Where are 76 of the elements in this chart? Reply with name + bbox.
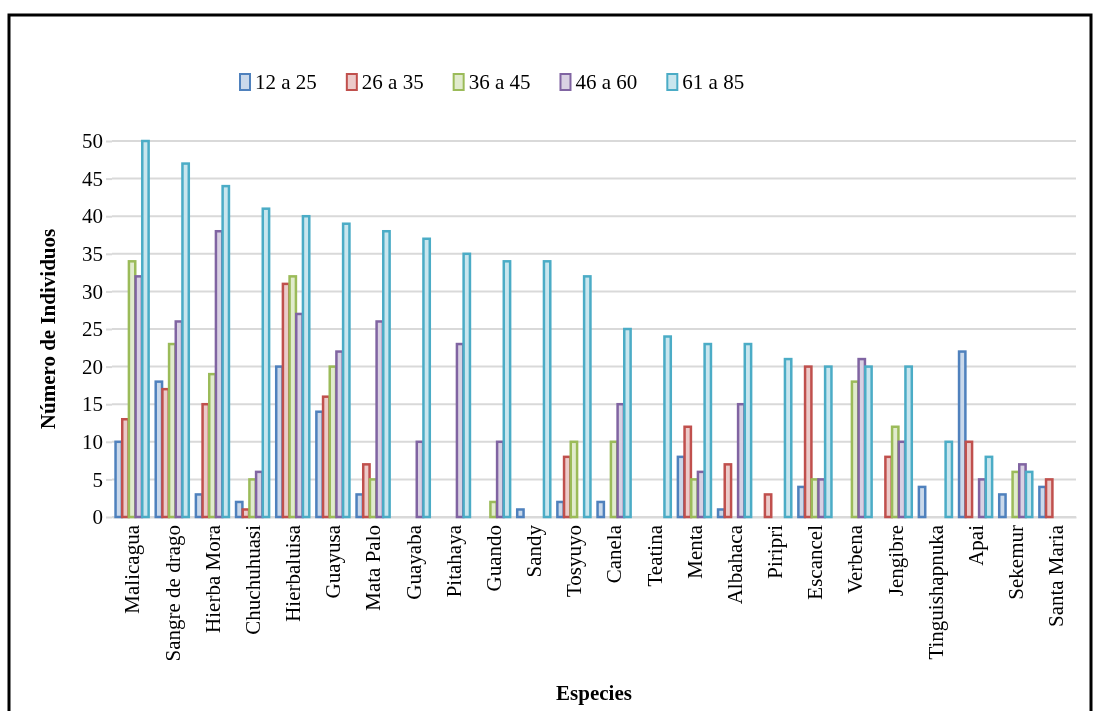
bar bbox=[341, 222, 351, 519]
y-axis-title: Número de Individuos bbox=[36, 228, 60, 430]
x-tick-label: Tosyuyo bbox=[562, 525, 587, 598]
y-tick-label: 30 bbox=[82, 279, 103, 304]
x-tick-label: Malicagua bbox=[120, 524, 145, 614]
bar bbox=[997, 493, 1007, 519]
bar bbox=[462, 252, 472, 519]
bar bbox=[683, 425, 693, 519]
bar bbox=[723, 463, 733, 519]
bar bbox=[964, 440, 974, 519]
x-tick-label: Albahaca bbox=[722, 524, 747, 605]
bar bbox=[783, 357, 793, 519]
x-tick-label: Verbena bbox=[843, 524, 868, 594]
legend-label: 12 a 25 bbox=[255, 70, 317, 94]
bar bbox=[569, 440, 579, 519]
x-tick-label: Piripri bbox=[763, 524, 788, 579]
legend-label: 36 a 45 bbox=[468, 70, 531, 94]
x-tick-label: Pitahaya bbox=[441, 524, 466, 598]
bar bbox=[623, 327, 632, 519]
bar bbox=[944, 440, 954, 519]
bar bbox=[596, 500, 606, 519]
x-tick-label: Canela bbox=[602, 524, 627, 584]
legend-label: 26 a 35 bbox=[361, 70, 424, 94]
y-tick-label: 15 bbox=[82, 392, 103, 417]
bar bbox=[1044, 478, 1054, 519]
bar bbox=[823, 365, 833, 519]
x-tick-label: Hierbaluisa bbox=[281, 524, 306, 622]
bar bbox=[703, 342, 713, 519]
y-tick-label: 20 bbox=[82, 354, 103, 379]
x-tick-label: Chuchuhuasi bbox=[240, 524, 265, 635]
y-tick-label: 10 bbox=[82, 430, 103, 455]
bar bbox=[917, 485, 927, 519]
bar bbox=[261, 207, 271, 519]
bar bbox=[1024, 470, 1034, 519]
bar bbox=[221, 184, 231, 519]
x-tick-label: Sandy bbox=[522, 524, 547, 578]
x-tick-label: Guando bbox=[481, 525, 506, 592]
y-tick-label: 0 bbox=[92, 505, 103, 530]
bar bbox=[382, 229, 391, 519]
legend-label: 46 a 60 bbox=[575, 70, 638, 94]
y-tick-label: 45 bbox=[82, 166, 103, 191]
y-tick-label: 40 bbox=[82, 204, 103, 229]
bar bbox=[582, 275, 592, 519]
bar bbox=[141, 139, 150, 519]
x-tick-label: Escancel bbox=[803, 524, 828, 600]
legend-label: 61 a 85 bbox=[682, 70, 745, 94]
bar bbox=[181, 162, 191, 519]
bar bbox=[515, 508, 525, 519]
bar bbox=[422, 237, 432, 519]
bar bbox=[743, 342, 753, 519]
x-tick-label: Guayaba bbox=[401, 524, 426, 600]
bar bbox=[984, 455, 994, 519]
x-tick-label: Guayusa bbox=[321, 524, 346, 599]
x-tick-label: Sangre de drago bbox=[160, 525, 185, 662]
x-tick-label: Santa Maria bbox=[1044, 524, 1069, 628]
y-tick-label: 25 bbox=[82, 317, 103, 342]
x-tick-label: Teatina bbox=[642, 524, 667, 587]
x-tick-label: Mata Palo bbox=[361, 525, 386, 611]
bar bbox=[763, 493, 773, 519]
bar bbox=[803, 365, 813, 519]
y-tick-label: 35 bbox=[82, 242, 103, 267]
bar bbox=[542, 260, 552, 519]
x-tick-label: Sekemur bbox=[1004, 525, 1029, 600]
x-tick-label: Hierba Mora bbox=[200, 524, 225, 633]
y-tick-label: 50 bbox=[82, 129, 103, 154]
bar bbox=[904, 365, 914, 519]
bar bbox=[663, 335, 673, 519]
bar bbox=[864, 365, 873, 519]
x-tick-label: Menta bbox=[682, 524, 707, 579]
y-tick-label: 5 bbox=[92, 467, 103, 492]
x-tick-label: Tinguishapnuka bbox=[923, 524, 948, 660]
bar bbox=[301, 214, 311, 519]
x-tick-label: Jengibre bbox=[883, 525, 908, 597]
x-axis-title: Especies bbox=[556, 681, 632, 705]
bar bbox=[502, 260, 512, 519]
x-tick-label: Apai bbox=[963, 524, 988, 566]
